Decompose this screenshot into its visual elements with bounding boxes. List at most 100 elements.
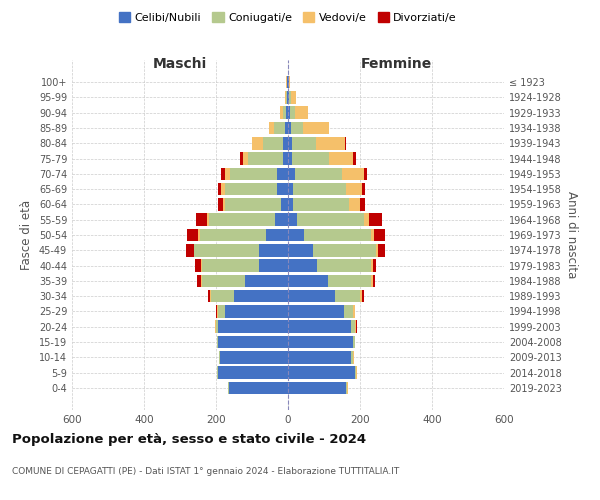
Bar: [362, 183, 365, 196]
Bar: [329, 152, 353, 165]
Bar: [288, 366, 355, 379]
Bar: [288, 305, 344, 318]
Bar: [342, 168, 364, 180]
Bar: [335, 290, 360, 302]
Bar: [376, 244, 378, 256]
Bar: [215, 320, 216, 333]
Bar: [225, 305, 288, 318]
Bar: [228, 382, 229, 394]
Bar: [288, 351, 351, 364]
Bar: [346, 183, 362, 196]
Bar: [360, 290, 362, 302]
Bar: [210, 290, 211, 302]
Bar: [198, 228, 200, 241]
Bar: [378, 244, 385, 256]
Bar: [344, 305, 353, 318]
Bar: [288, 122, 291, 134]
Bar: [252, 137, 263, 149]
Bar: [288, 168, 295, 180]
Bar: [356, 366, 357, 379]
Bar: [289, 91, 290, 104]
Bar: [292, 152, 329, 165]
Bar: [221, 168, 225, 180]
Bar: [328, 274, 371, 287]
Bar: [266, 228, 288, 241]
Bar: [230, 168, 277, 180]
Bar: [277, 183, 288, 196]
Bar: [292, 137, 316, 149]
Bar: [288, 244, 313, 256]
Bar: [286, 91, 287, 104]
Bar: [218, 305, 225, 318]
Bar: [304, 228, 371, 241]
Bar: [313, 244, 376, 256]
Bar: [269, 122, 274, 134]
Bar: [218, 336, 288, 348]
Bar: [202, 260, 259, 272]
Bar: [288, 260, 317, 272]
Bar: [288, 274, 328, 287]
Bar: [371, 260, 373, 272]
Bar: [288, 198, 293, 210]
Bar: [245, 274, 288, 287]
Bar: [290, 106, 295, 119]
Bar: [218, 366, 288, 379]
Bar: [283, 152, 288, 165]
Bar: [277, 168, 288, 180]
Bar: [346, 382, 347, 394]
Bar: [355, 320, 356, 333]
Bar: [225, 183, 277, 196]
Bar: [259, 260, 288, 272]
Bar: [304, 122, 329, 134]
Bar: [373, 260, 376, 272]
Bar: [200, 228, 266, 241]
Bar: [216, 320, 218, 333]
Legend: Celibi/Nubili, Coniugati/e, Vedovi/e, Divorziati/e: Celibi/Nubili, Coniugati/e, Vedovi/e, Di…: [115, 8, 461, 28]
Bar: [201, 260, 202, 272]
Bar: [288, 214, 297, 226]
Bar: [220, 351, 288, 364]
Bar: [288, 228, 304, 241]
Bar: [290, 91, 296, 104]
Bar: [353, 336, 355, 348]
Bar: [316, 137, 344, 149]
Bar: [288, 91, 289, 104]
Bar: [209, 214, 275, 226]
Bar: [225, 198, 281, 210]
Text: Popolazione per età, sesso e stato civile - 2024: Popolazione per età, sesso e stato civil…: [12, 432, 366, 446]
Bar: [240, 152, 243, 165]
Bar: [369, 214, 382, 226]
Bar: [225, 168, 230, 180]
Bar: [317, 260, 371, 272]
Text: Maschi: Maschi: [153, 58, 207, 71]
Bar: [221, 183, 225, 196]
Bar: [344, 137, 346, 149]
Bar: [218, 320, 288, 333]
Bar: [288, 152, 292, 165]
Bar: [259, 244, 288, 256]
Bar: [274, 122, 285, 134]
Y-axis label: Anni di nascita: Anni di nascita: [565, 192, 578, 278]
Bar: [285, 122, 288, 134]
Bar: [349, 198, 360, 210]
Bar: [288, 106, 290, 119]
Bar: [275, 214, 288, 226]
Bar: [197, 274, 201, 287]
Bar: [219, 351, 220, 364]
Bar: [194, 244, 259, 256]
Text: COMUNE DI CEPAGATTI (PE) - Dati ISTAT 1° gennaio 2024 - Elaborazione TUTTITALIA.: COMUNE DI CEPAGATTI (PE) - Dati ISTAT 1°…: [12, 468, 399, 476]
Bar: [202, 274, 245, 287]
Bar: [187, 244, 194, 256]
Bar: [347, 382, 348, 394]
Bar: [351, 351, 353, 364]
Bar: [288, 183, 293, 196]
Bar: [364, 168, 367, 180]
Bar: [360, 198, 365, 210]
Bar: [234, 290, 288, 302]
Bar: [353, 305, 355, 318]
Bar: [371, 228, 374, 241]
Bar: [223, 198, 225, 210]
Bar: [355, 366, 356, 379]
Bar: [351, 320, 355, 333]
Bar: [287, 91, 288, 104]
